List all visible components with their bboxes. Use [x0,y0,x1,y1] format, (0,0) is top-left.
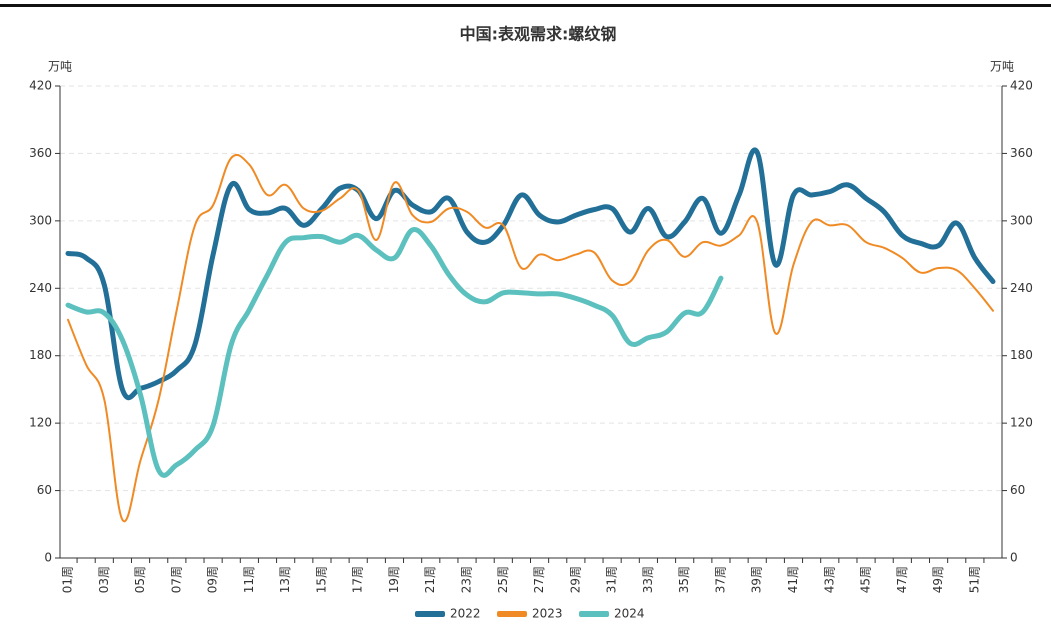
y2-tick-label: 60 [1010,483,1025,497]
y-tick-label: 180 [29,348,52,362]
y2-tick-label: 180 [1010,348,1033,362]
x-tick-label: 03周 [97,566,111,593]
x-tick-label: 05周 [133,566,147,593]
x-tick-label: 15周 [314,566,328,593]
legend-swatch [579,611,609,617]
y2-tick-label: 360 [1010,146,1033,160]
series-line [65,227,724,478]
series-line [67,153,994,523]
x-tick-label: 29周 [568,566,582,593]
y-tick-label: 0 [44,551,52,565]
legend-swatch [415,611,445,617]
x-tick-label: 19周 [387,566,401,593]
series-line [65,147,996,401]
x-tick-label: 33周 [641,566,655,593]
x-tick-label: 39周 [750,566,764,593]
y2-tick-label: 0 [1010,551,1018,565]
x-tick-label: 23周 [460,566,474,593]
x-tick-label: 47周 [895,566,909,593]
chart-title: 中国:表观需求:螺纹钢 [460,25,617,44]
y-axis-unit: 万吨 [48,60,72,74]
legend-swatch [497,611,527,617]
x-tick-label: 01周 [61,566,75,593]
x-tick-label: 21周 [423,566,437,593]
x-tick-label: 49周 [931,566,945,593]
y2-axis-unit: 万吨 [990,60,1014,74]
y2-tick-label: 120 [1010,416,1033,430]
x-tick-label: 25周 [496,566,510,593]
x-tick-label: 41周 [786,566,800,593]
y2-tick-label: 420 [1010,79,1033,93]
x-tick-label: 37周 [713,566,727,593]
x-tick-label: 13周 [278,566,292,593]
y2-tick-label: 240 [1010,281,1033,295]
legend-label: 2023 [532,607,563,621]
x-tick-label: 27周 [532,566,546,593]
x-tick-label: 31周 [605,566,619,593]
x-tick-label: 43周 [822,566,836,593]
y-tick-label: 60 [37,483,52,497]
y2-tick-label: 300 [1010,213,1033,227]
legend-label: 2024 [614,607,645,621]
x-tick-label: 07周 [169,566,183,593]
y-tick-label: 240 [29,281,52,295]
y-tick-label: 300 [29,213,52,227]
x-tick-label: 51周 [967,566,981,593]
y-tick-label: 120 [29,416,52,430]
x-tick-label: 45周 [859,566,873,593]
x-tick-label: 17周 [351,566,365,593]
x-tick-label: 09周 [206,566,220,593]
x-tick-label: 11周 [242,566,256,593]
legend-label: 2022 [450,607,481,621]
y-tick-label: 420 [29,79,52,93]
y-tick-label: 360 [29,146,52,160]
x-tick-label: 35周 [677,566,691,593]
top-border [0,4,1051,7]
